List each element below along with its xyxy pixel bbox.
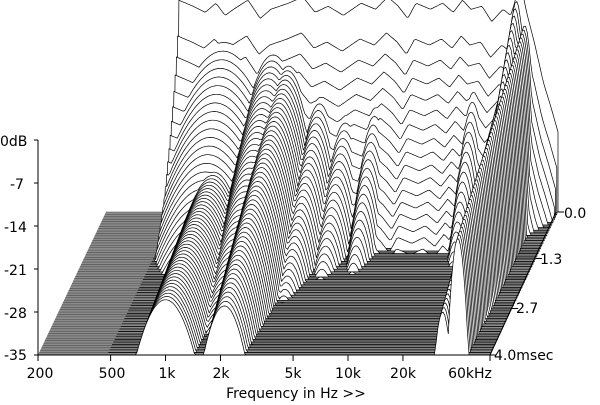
y-tick-marks: [34, 139, 38, 356]
x-tick-label-20k: 20k: [390, 366, 417, 382]
x-tick-label-500: 500: [99, 366, 126, 382]
x-tick-marks: [37, 355, 491, 361]
time-axis: 0.0 1.3 2.7 4.0msec: [489, 206, 586, 364]
x-tick-label-200: 200: [27, 366, 54, 382]
time-tick-label-0: 0.0: [564, 206, 586, 222]
x-tick-label-10k: 10k: [335, 366, 362, 382]
y-tick-label-minus-14: -14: [4, 220, 27, 236]
x-axis-title: Frequency in Hz >>: [226, 386, 366, 402]
time-tick-label-2-7: 2.7: [516, 301, 538, 317]
x-tick-label-2k: 2k: [212, 366, 230, 382]
time-tick-label-4-0: 4.0msec: [494, 348, 554, 364]
x-tick-label-1k: 1k: [158, 366, 176, 382]
x-axis: 200 500 1k 2k 5k 10k 20k 60kHz Frequency…: [27, 354, 492, 402]
x-tick-label-60khz: 60kHz: [448, 366, 492, 382]
y-tick-label-minus-7: -7: [10, 177, 24, 193]
time-axis-line: [489, 211, 557, 356]
time-tick-label-1-3: 1.3: [540, 252, 562, 268]
y-tick-label-0db: 0dB: [0, 134, 27, 150]
waterfall-surface: [107, 0, 559, 356]
y-tick-label-minus-35: -35: [4, 348, 27, 364]
x-tick-label-5k: 5k: [284, 366, 302, 382]
time-tick-marks: [490, 211, 564, 356]
y-tick-label-minus-21: -21: [4, 263, 27, 279]
y-axis: 0dB -7 -14 -21 -28 -35: [0, 134, 39, 364]
y-tick-label-minus-28: -28: [4, 306, 27, 322]
